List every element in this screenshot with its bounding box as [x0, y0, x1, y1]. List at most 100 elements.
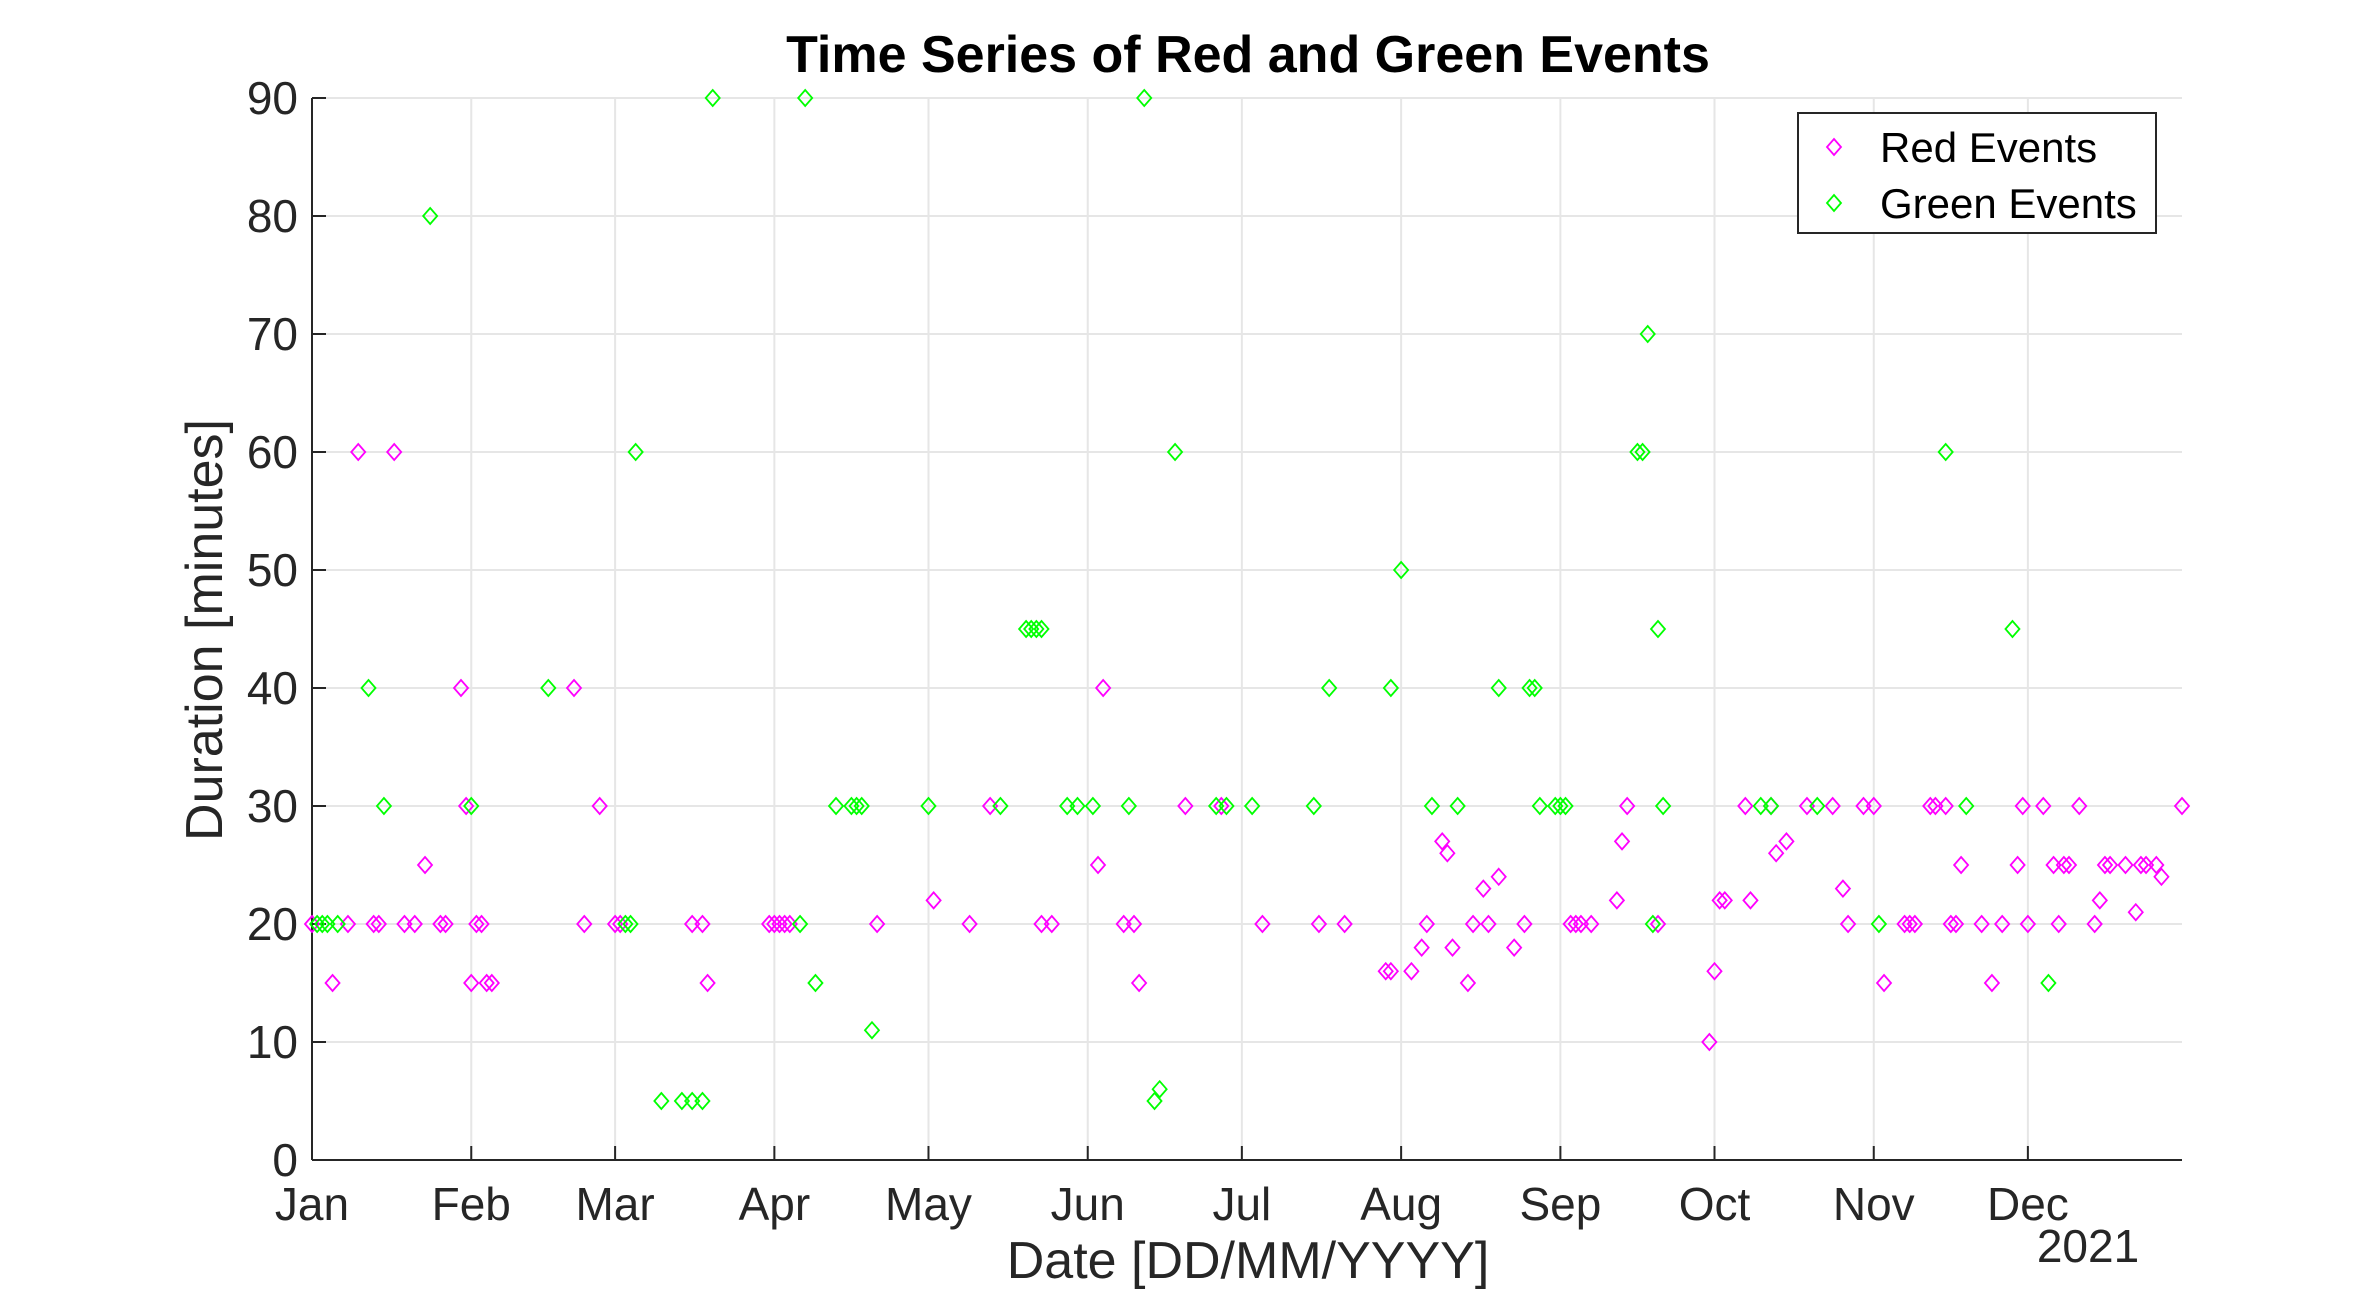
x-tick-label: Apr — [739, 1178, 811, 1230]
green-event-point — [463, 796, 480, 816]
chart-title: Time Series of Red and Green Events — [786, 26, 1710, 84]
red-event-point — [1952, 855, 1970, 875]
green-event-point — [627, 442, 644, 462]
red-event-point — [1613, 832, 1631, 851]
y-axis-label: Duration [minutes] — [176, 419, 234, 841]
red-event-point — [2153, 867, 2170, 887]
red-event-point — [1906, 914, 1924, 934]
red-events-series — [303, 442, 2191, 1052]
green-event-point — [1166, 442, 1184, 462]
y-tick-label: 20 — [247, 898, 298, 950]
green-event-point — [863, 1020, 881, 1040]
red-event-point — [2050, 914, 2067, 934]
red-event-point — [437, 914, 454, 934]
green-event-point — [622, 914, 639, 934]
red-event-point — [1701, 1032, 1718, 1052]
legend-box — [1797, 112, 2157, 234]
red-event-point — [1973, 914, 1990, 934]
red-event-point — [1444, 938, 1461, 957]
red-event-point — [1875, 973, 1893, 993]
x-tick-label: Jan — [275, 1178, 349, 1230]
y-tick-label: 40 — [247, 662, 298, 714]
red-event-point — [576, 914, 593, 934]
x-tick-label: Feb — [432, 1178, 511, 1230]
green-event-point — [992, 796, 1009, 816]
red-event-point — [1922, 796, 1939, 816]
red-event-point — [868, 914, 886, 934]
green-event-point — [1305, 796, 1322, 816]
green-event-point — [1423, 796, 1441, 816]
red-event-point — [1711, 891, 1728, 910]
red-event-point — [2086, 914, 2103, 934]
red-event-point — [1742, 891, 1759, 910]
legend-green-marker — [1825, 193, 1843, 213]
green-event-point — [1392, 560, 1410, 580]
green-event-point — [1870, 914, 1888, 934]
green-event-point — [360, 678, 377, 698]
green-event-point — [1649, 619, 1667, 639]
green-event-point — [1136, 88, 1153, 108]
red-event-point — [2148, 855, 2165, 875]
red-event-point — [365, 914, 382, 934]
red-event-point — [1413, 938, 1430, 957]
red-event-point — [694, 914, 711, 934]
x-tick-label: Dec — [1987, 1178, 2069, 1230]
y-tick-label: 60 — [247, 426, 298, 478]
green-event-point — [1033, 619, 1050, 639]
red-event-point — [350, 442, 367, 462]
red-event-point — [1834, 879, 1852, 898]
green-event-point — [1634, 442, 1651, 462]
red-event-point — [1865, 796, 1882, 816]
green-event-point — [1028, 619, 1045, 639]
red-event-point — [2060, 855, 2078, 875]
data-points — [303, 88, 2191, 1111]
green-event-point — [704, 88, 721, 108]
green-event-point — [314, 914, 331, 934]
x-tick-label: Nov — [1833, 1178, 1915, 1230]
red-event-point — [2132, 855, 2150, 875]
red-event-point — [1439, 843, 1456, 863]
x-tick-label: Mar — [575, 1178, 654, 1230]
red-event-point — [1937, 796, 1954, 816]
red-event-point — [1382, 961, 1400, 981]
red-event-point — [452, 678, 470, 698]
legend-green-label: Green Events — [1880, 180, 2137, 227]
y-tick-label: 0 — [272, 1134, 298, 1186]
red-event-point — [1475, 879, 1492, 898]
red-event-point — [2009, 855, 2026, 875]
red-event-point — [1125, 914, 1143, 934]
green-event-point — [1521, 678, 1538, 698]
red-event-point — [1618, 796, 1636, 816]
x-tick-label: Oct — [1679, 1178, 1751, 1230]
red-event-point — [591, 796, 608, 816]
red-event-point — [483, 973, 501, 993]
red-event-point — [1716, 891, 1733, 910]
red-event-point — [1177, 796, 1194, 816]
green-event-point — [1218, 796, 1235, 816]
green-event-point — [1809, 796, 1826, 816]
green-event-point — [375, 796, 393, 816]
x-tick-label: Sep — [1519, 1178, 1601, 1230]
legend-red-label: Red Events — [1880, 124, 2097, 171]
red-event-point — [1737, 796, 1754, 816]
red-event-point — [1983, 973, 2001, 993]
x-axis-year-label: 2021 — [2037, 1220, 2139, 1272]
red-event-point — [925, 891, 942, 910]
green-event-point — [848, 796, 865, 816]
green-event-point — [2004, 619, 2021, 639]
red-event-point — [1464, 914, 1482, 934]
red-event-point — [2096, 855, 2114, 875]
green-event-point — [827, 796, 845, 816]
x-tick-label: May — [885, 1178, 972, 1230]
green-event-point — [1762, 796, 1780, 816]
x-tick-label: Jun — [1051, 1178, 1125, 1230]
green-event-point — [617, 914, 634, 934]
red-event-point — [1459, 973, 1477, 993]
green-event-point — [1146, 1091, 1163, 1111]
red-event-point — [1942, 914, 1960, 934]
red-event-point — [1418, 914, 1436, 934]
red-event-point — [1901, 914, 1918, 934]
red-event-point — [1583, 914, 1600, 934]
red-event-point — [2014, 796, 2031, 816]
